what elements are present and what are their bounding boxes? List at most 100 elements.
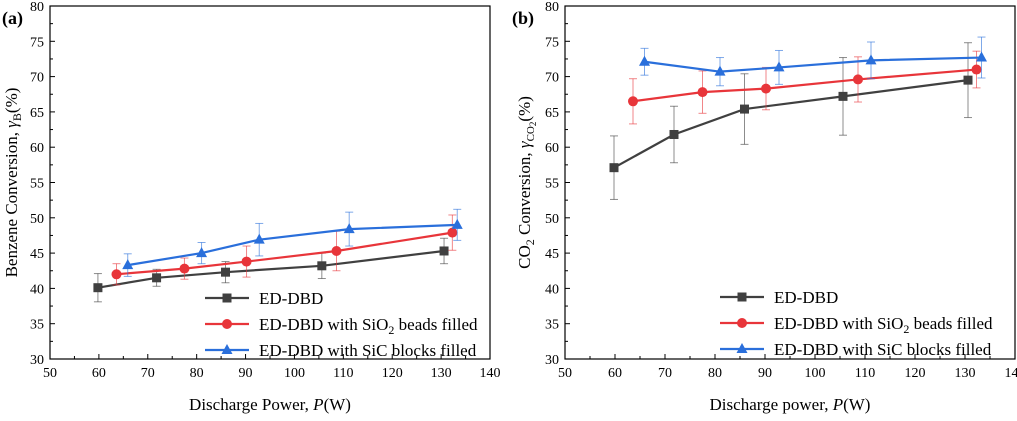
data-point bbox=[93, 283, 102, 292]
y-axis-title-unit: (%) bbox=[2, 88, 21, 113]
y-tick-label: 75 bbox=[545, 35, 559, 50]
y-tick-label: 65 bbox=[30, 106, 44, 121]
y-tick-label: 75 bbox=[30, 35, 44, 50]
legend-label-text: ED-DBD with SiC blocks filled bbox=[774, 340, 992, 359]
y-tick-label: 55 bbox=[30, 177, 44, 192]
y-tick-label: 70 bbox=[545, 71, 559, 86]
y-axis-title: CO2 Conversion, γCO2(%) bbox=[515, 96, 538, 269]
x-axis-title-unit: (W) bbox=[843, 395, 870, 414]
legend-marker bbox=[738, 293, 747, 302]
x-axis-title-var: P bbox=[832, 395, 843, 414]
y-tick-label: 70 bbox=[30, 71, 44, 86]
legend-marker bbox=[222, 319, 232, 329]
data-point bbox=[452, 219, 463, 229]
data-point bbox=[111, 269, 121, 279]
series-2 bbox=[639, 37, 987, 86]
x-tick-label: 50 bbox=[43, 366, 57, 381]
legend-label: ED-DBD with SiO2 beads filled bbox=[774, 314, 993, 336]
series-1 bbox=[111, 215, 457, 285]
y-axis-title-unit: (%) bbox=[515, 96, 534, 121]
y-tick-label: 45 bbox=[30, 247, 44, 262]
y-tick-label: 50 bbox=[545, 212, 559, 227]
x-tick-label: 70 bbox=[141, 366, 155, 381]
x-tick-label: 110 bbox=[855, 366, 875, 381]
legend-label: ED-DBD with SiC blocks filled bbox=[259, 341, 477, 360]
series-line bbox=[614, 80, 968, 168]
y-axis-title-text: Benzene Conversion, bbox=[2, 128, 21, 278]
data-point bbox=[698, 87, 708, 97]
legend-marker bbox=[223, 294, 232, 303]
y-tick-label: 50 bbox=[30, 212, 44, 227]
data-point bbox=[964, 76, 973, 85]
data-point bbox=[242, 257, 252, 267]
y-axis-title-subscript: B bbox=[10, 113, 24, 121]
legend-label-tail: beads filled bbox=[909, 314, 993, 333]
y-tick-label: 65 bbox=[545, 106, 559, 121]
y-tick-label: 60 bbox=[545, 141, 559, 156]
x-tick-label: 90 bbox=[758, 366, 772, 381]
series-line bbox=[98, 251, 444, 288]
legend-label: ED-DBD with SiO2 beads filled bbox=[259, 315, 478, 337]
x-axis-title: Discharge power, P(W) bbox=[710, 395, 871, 414]
data-point bbox=[440, 246, 449, 255]
legend-label-text: ED-DBD with SiC blocks filled bbox=[259, 341, 477, 360]
data-point bbox=[179, 264, 189, 274]
legend-label-text: ED-DBD bbox=[774, 288, 838, 307]
legend-label-text: ED-DBD bbox=[259, 289, 323, 308]
series-2 bbox=[122, 209, 463, 276]
data-point bbox=[670, 130, 679, 139]
series-line bbox=[128, 225, 458, 265]
x-tick-label: 120 bbox=[905, 366, 926, 381]
x-axis-title-text: Discharge power, bbox=[710, 395, 833, 414]
data-point bbox=[853, 74, 863, 84]
x-axis-title-unit: (W) bbox=[324, 395, 351, 414]
x-tick-label: 60 bbox=[92, 366, 106, 381]
x-tick-label: 90 bbox=[239, 366, 253, 381]
legend-label-tail: beads filled bbox=[394, 315, 478, 334]
data-point bbox=[972, 65, 982, 75]
x-tick-label: 140 bbox=[480, 366, 501, 381]
data-point bbox=[610, 163, 619, 172]
legend-label: ED-DBD with SiC blocks filled bbox=[774, 340, 992, 359]
y-tick-label: 80 bbox=[30, 0, 44, 15]
y-tick-label: 40 bbox=[30, 282, 44, 297]
data-point bbox=[839, 92, 848, 101]
legend-label-text: ED-DBD with SiO bbox=[259, 315, 388, 334]
data-point bbox=[740, 105, 749, 114]
y-tick-label: 35 bbox=[30, 318, 44, 333]
data-point bbox=[447, 228, 457, 238]
series-line bbox=[645, 58, 982, 72]
y-tick-label: 45 bbox=[545, 247, 559, 262]
data-point bbox=[152, 273, 161, 282]
legend-label-text: ED-DBD with SiO bbox=[774, 314, 903, 333]
data-point bbox=[317, 261, 326, 270]
panel-b: 5060708090100110120130140303540455055606… bbox=[512, 0, 1017, 414]
x-tick-label: 130 bbox=[955, 366, 976, 381]
y-tick-label: 40 bbox=[545, 282, 559, 297]
panel-label: (b) bbox=[512, 8, 534, 29]
y-axis-title-subscript: CO bbox=[525, 126, 537, 141]
y-axis-title-text-mid: Conversion, bbox=[515, 148, 534, 239]
x-tick-label: 120 bbox=[382, 366, 403, 381]
y-tick-label: 30 bbox=[545, 353, 559, 368]
series-1 bbox=[628, 51, 982, 124]
legend-label: ED-DBD bbox=[259, 289, 323, 308]
x-tick-label: 130 bbox=[431, 366, 452, 381]
x-tick-label: 60 bbox=[608, 366, 622, 381]
data-point bbox=[761, 84, 771, 94]
x-tick-label: 70 bbox=[658, 366, 672, 381]
x-tick-label: 80 bbox=[708, 366, 722, 381]
y-tick-label: 35 bbox=[545, 318, 559, 333]
x-tick-label: 80 bbox=[190, 366, 204, 381]
x-tick-label: 100 bbox=[284, 366, 305, 381]
x-axis-title-text: Discharge Power, bbox=[189, 395, 313, 414]
data-point bbox=[221, 268, 230, 277]
y-tick-label: 30 bbox=[30, 353, 44, 368]
y-axis-title-text: CO bbox=[515, 245, 534, 269]
y-tick-label: 55 bbox=[545, 177, 559, 192]
x-tick-label: 50 bbox=[558, 366, 572, 381]
x-tick-label: 140 bbox=[1005, 366, 1017, 381]
panel-label: (a) bbox=[2, 8, 23, 29]
